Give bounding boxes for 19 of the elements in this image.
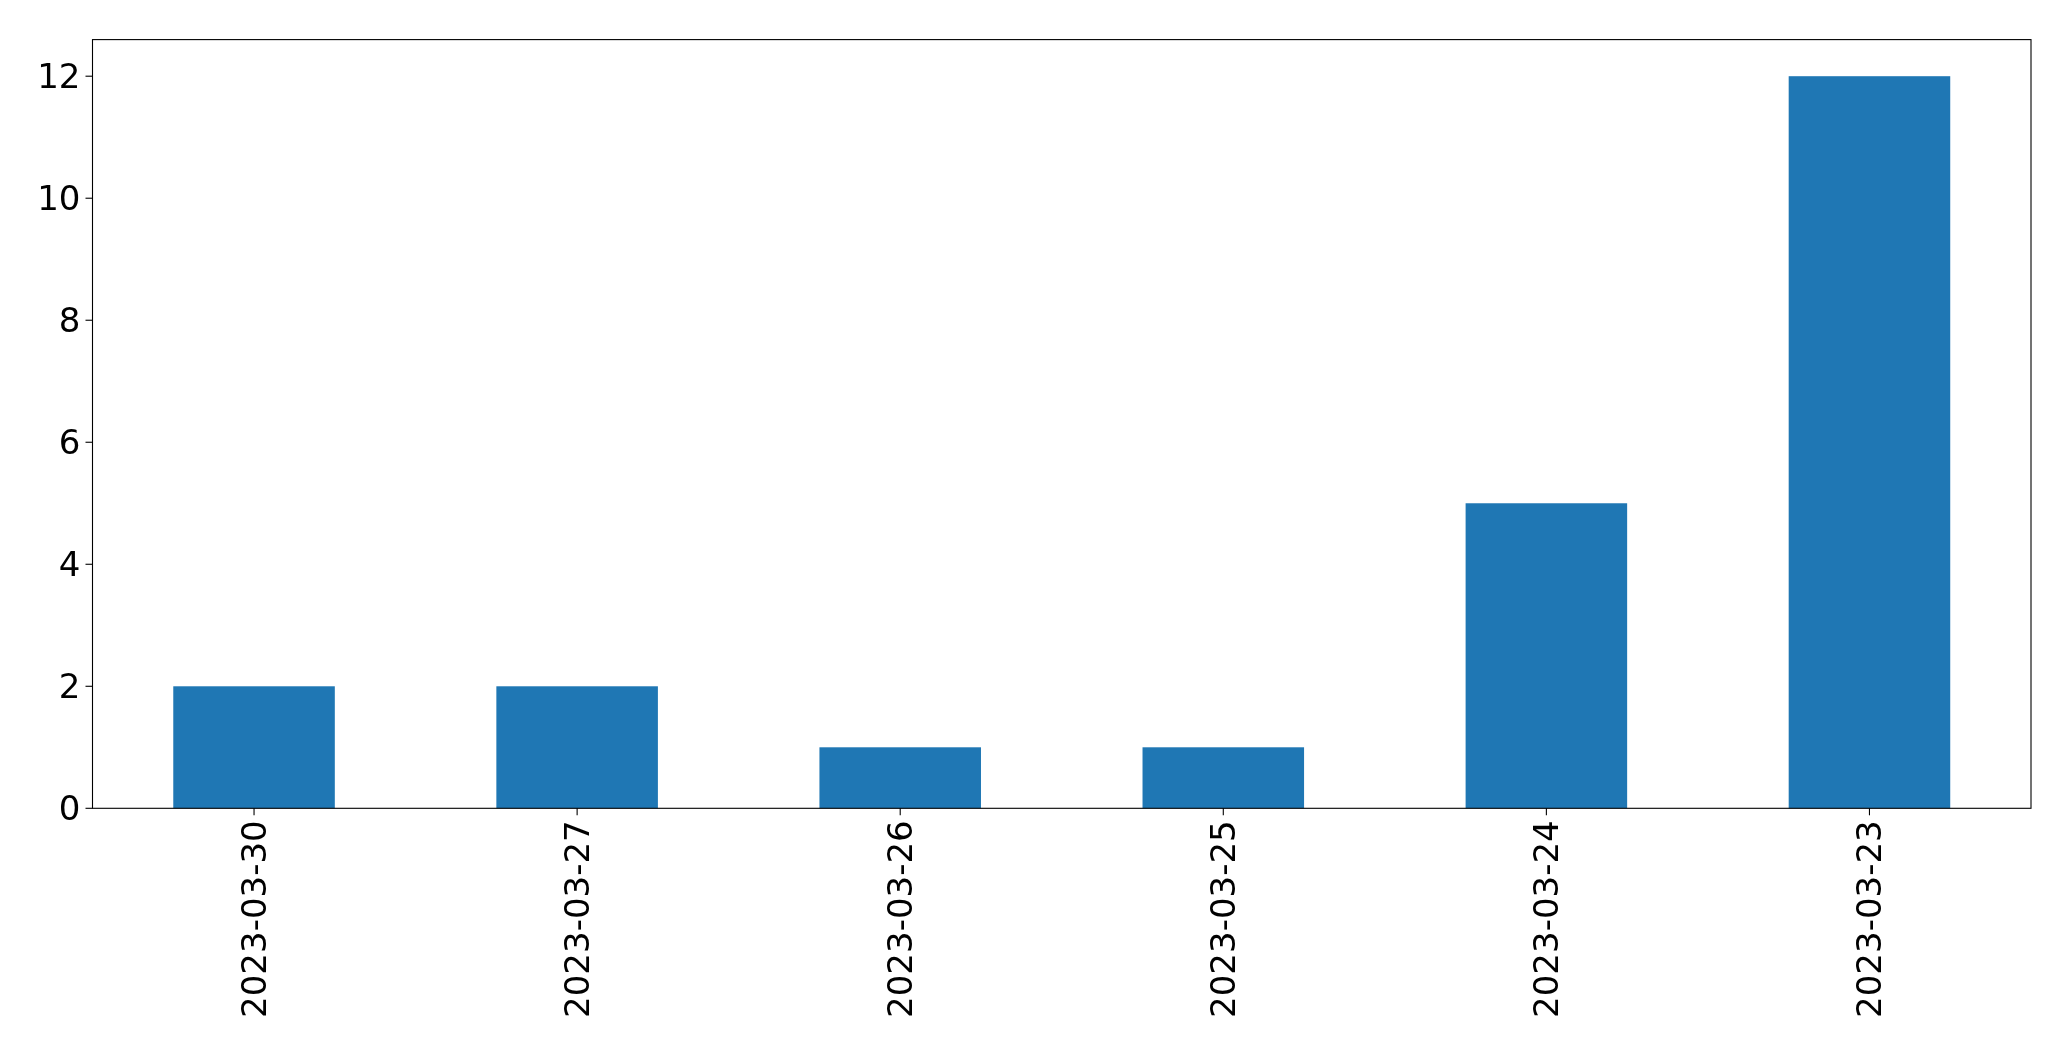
- x-tick-label: 2023-03-27: [557, 820, 598, 1018]
- x-tick-label: 2023-03-24: [1526, 820, 1567, 1018]
- bar: [1788, 76, 1951, 809]
- bar: [1465, 503, 1628, 809]
- y-tick-label: 10: [37, 178, 81, 219]
- x-tick-label: 2023-03-23: [1849, 820, 1890, 1018]
- bar: [496, 686, 658, 809]
- x-tick-label: 2023-03-30: [233, 820, 274, 1018]
- y-tick-label: 12: [37, 56, 81, 97]
- y-tick-label: 0: [58, 788, 81, 829]
- x-tick-label: 2023-03-26: [880, 820, 921, 1018]
- bar: [819, 747, 981, 809]
- bar: [1142, 747, 1305, 809]
- y-tick-label: 6: [58, 422, 81, 463]
- y-tick-label: 4: [58, 544, 81, 585]
- y-tick-label: 2: [58, 666, 81, 707]
- x-tick-label: 2023-03-25: [1203, 820, 1244, 1018]
- bar: [173, 686, 335, 809]
- y-tick-label: 8: [58, 300, 81, 341]
